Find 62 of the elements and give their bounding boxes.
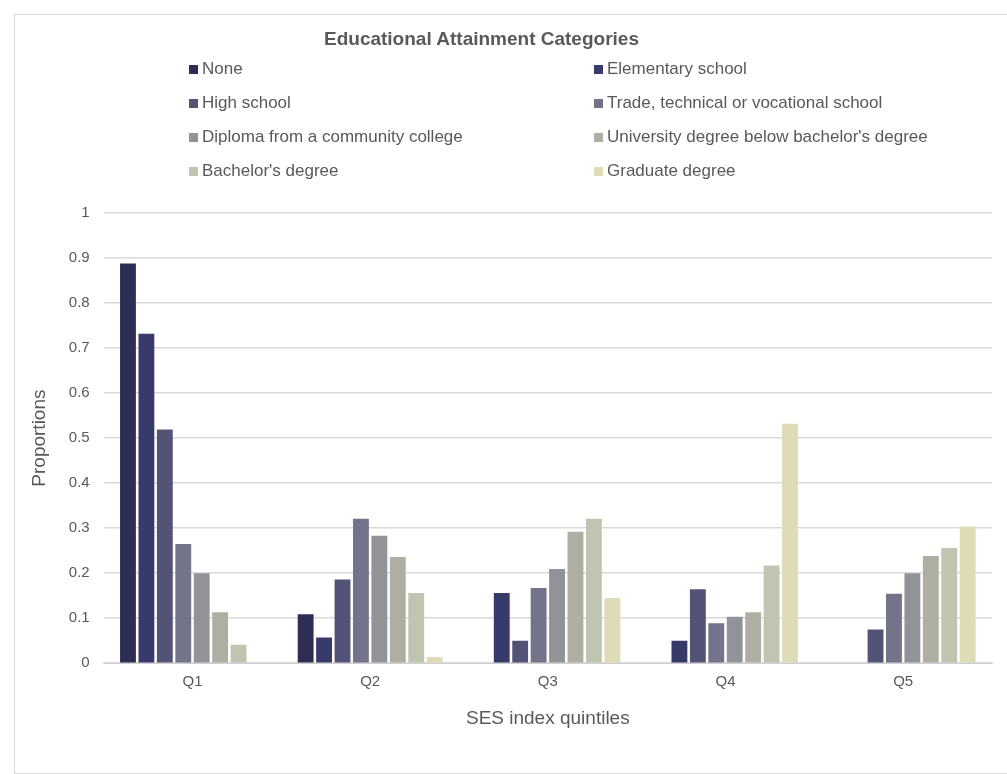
y-axis-title: Proportions [27,389,49,487]
legend-label: Graduate degree [607,161,736,181]
bar [316,637,332,663]
bar [886,593,902,663]
bar [426,656,443,663]
y-tick-label: 0.1 [68,608,90,626]
bar [867,629,884,663]
bar [493,592,510,663]
bar [371,535,388,663]
legend-label: Trade, technical or vocational school [607,93,883,113]
bar [353,518,369,663]
y-tick-label: 0.7 [68,338,90,356]
bar [708,623,725,663]
bar [567,531,584,663]
bar [782,423,798,663]
y-tick-label: 0.2 [68,563,90,581]
bar [512,640,529,663]
bar [745,612,762,663]
legend-label: Diploma from a community college [202,127,463,147]
bar [922,556,939,663]
legend-label: High school [202,93,291,113]
bar [530,588,547,663]
bar [549,569,565,663]
bar [389,556,406,663]
legend-title: Educational Attainment Categories [323,28,640,50]
bar [585,518,602,663]
bar [904,573,921,663]
bar [193,573,210,663]
bar [941,547,958,663]
y-tick-label: 0.9 [68,248,90,266]
bar [334,579,351,663]
bar [156,429,173,663]
x-tick-label: Q5 [893,672,914,690]
bar [408,592,425,663]
bar [671,640,688,663]
bar [212,612,229,663]
bar [230,644,247,663]
y-tick-label: 0 [81,653,90,671]
x-tick-label: Q3 [537,672,558,690]
legend-label: University degree below bachelor's degree [607,127,928,147]
legend-label: Bachelor's degree [202,161,339,181]
x-axis-title: SES index quintiles [465,706,630,728]
bar [763,565,780,663]
y-tick-label: 0.4 [68,473,90,491]
y-tick-label: 0.5 [68,428,90,446]
bar [297,614,314,663]
x-tick-label: Q4 [715,672,736,690]
y-tick-label: 0.8 [68,293,90,311]
bar [138,333,155,663]
bar [120,263,136,663]
bar [689,589,706,663]
bar [726,616,743,663]
x-tick-label: Q1 [182,672,203,690]
bar [959,526,976,663]
x-tick-label: Q2 [360,672,381,690]
bar [175,543,192,663]
legend-label: None [202,59,243,79]
y-tick-label: 0.6 [68,383,90,401]
y-tick-label: 0.3 [68,518,90,536]
legend-label: Elementary school [607,59,747,79]
y-tick-label: 1 [81,203,90,221]
bar [604,597,621,663]
